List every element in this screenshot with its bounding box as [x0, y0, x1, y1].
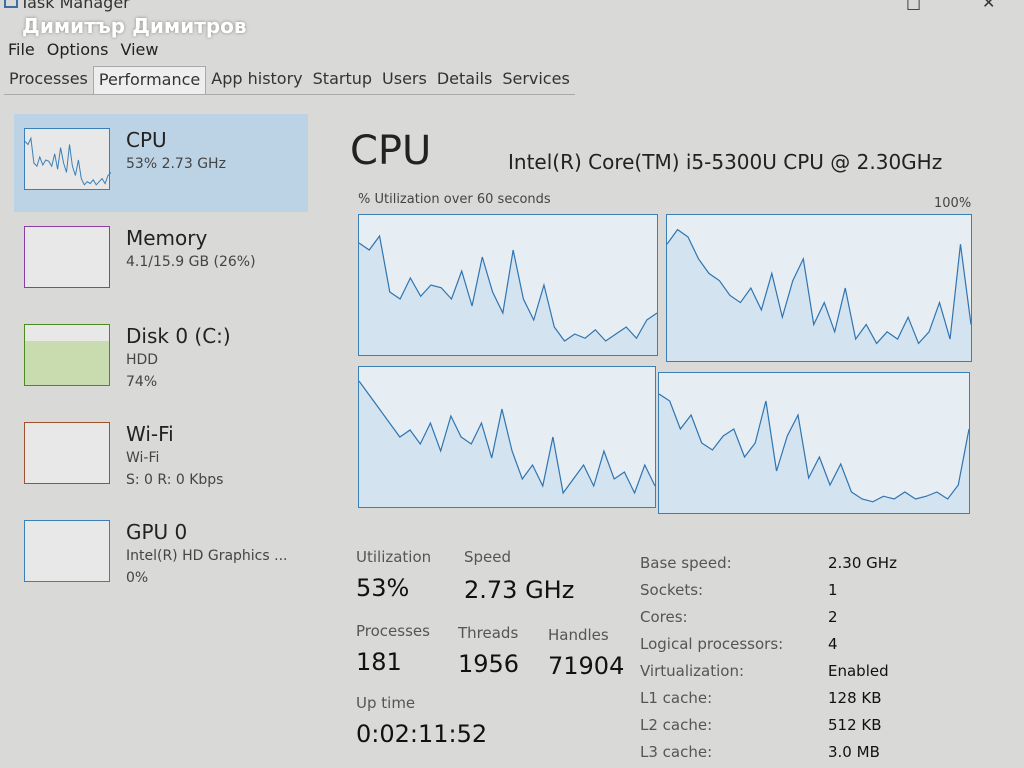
sidebar-item-name: Wi-Fi — [126, 422, 174, 446]
sidebar-thumbnail-graph — [24, 520, 110, 582]
detail-label: L2 cache: — [640, 716, 713, 734]
detail-value: 2 — [828, 608, 838, 626]
core-3-line — [658, 393, 970, 503]
sidebar-item-disk[interactable]: Disk 0 (C:) HDD 74% — [14, 310, 308, 408]
uptime-value: 0:02:11:52 — [356, 720, 488, 748]
core-2-line — [358, 380, 656, 495]
sidebar-item-gpu[interactable]: GPU 0 Intel(R) HD Graphics ... 0% — [14, 506, 308, 604]
core-1-line — [666, 228, 972, 345]
utilization-label: Utilization — [356, 548, 432, 566]
core-graph-1 — [666, 214, 972, 362]
detail-value: 512 KB — [828, 716, 882, 734]
maximize-button[interactable]: □ — [906, 0, 922, 12]
sidebar-item-name: CPU — [126, 128, 167, 152]
sidebar-item-detail: 53% 2.73 GHz — [126, 156, 226, 172]
detail-value: 1 — [828, 581, 838, 599]
detail-value: Enabled — [828, 662, 889, 680]
processes-label: Processes — [356, 622, 430, 640]
handles-value: 71904 — [548, 652, 625, 680]
sidebar-item-detail: 4.1/15.9 GB (26%) — [126, 254, 256, 270]
tab-performance[interactable]: Performance — [92, 66, 207, 94]
detail-label: Logical processors: — [640, 635, 784, 653]
detail-value: 128 KB — [828, 689, 882, 707]
uptime-label: Up time — [356, 694, 416, 712]
resource-sidebar: CPU 53% 2.73 GHz Memory 4.1/15.9 GB (26%) Di… — [14, 114, 308, 604]
graph-max: 100% — [934, 196, 972, 211]
core-0-area — [359, 236, 657, 355]
detail-label: L1 cache: — [640, 689, 713, 707]
tab-users[interactable]: Users — [382, 69, 427, 88]
watermark: Димитър Димитров — [22, 14, 247, 38]
window-title: Task Manager — [20, 0, 130, 12]
sidebar-thumbnail-graph — [24, 422, 110, 484]
detail-label: Sockets: — [640, 581, 704, 599]
sidebar-thumbnail-graph — [24, 226, 110, 288]
tab-details[interactable]: Details — [436, 69, 493, 88]
sidebar-item-cpu[interactable]: CPU 53% 2.73 GHz — [14, 114, 308, 212]
sidebar-item-name: Memory — [126, 226, 208, 250]
detail-value: 3.0 MB — [828, 743, 880, 761]
menu-options[interactable]: Options — [46, 40, 109, 59]
sidebar-item-detail: HDD — [126, 352, 159, 368]
menu-view[interactable]: View — [120, 40, 159, 59]
close-button[interactable]: ✕ — [982, 0, 996, 12]
core-3-area — [659, 394, 969, 513]
page-title: CPU — [350, 128, 432, 174]
sidebar-item-detail: Intel(R) HD Graphics ... — [126, 548, 288, 564]
processes-value: 181 — [356, 648, 402, 676]
graph-caption: % Utilization over 60 seconds — [358, 192, 551, 207]
cpu-thumb-line — [24, 136, 112, 186]
tab-services[interactable]: Services — [502, 69, 570, 88]
threads-label: Threads — [458, 624, 519, 642]
handles-label: Handles — [548, 626, 609, 644]
detail-value: 2.30 GHz — [828, 554, 897, 572]
tab-startup[interactable]: Startup — [312, 69, 373, 88]
detail-value: 4 — [828, 635, 838, 653]
tab-bar: Processes Performance App history Startu… — [4, 66, 575, 95]
task-manager-icon — [4, 0, 18, 8]
sidebar-item-memory[interactable]: Memory 4.1/15.9 GB (26%) — [14, 212, 308, 310]
detail-label: L3 cache: — [640, 743, 713, 761]
sidebar-item-wifi[interactable]: Wi-Fi Wi-Fi S: 0 R: 0 Kbps — [14, 408, 308, 506]
sidebar-item-detail: 0% — [126, 570, 149, 586]
detail-label: Base speed: — [640, 554, 732, 572]
sidebar-item-name: Disk 0 (C:) — [126, 324, 231, 348]
speed-label: Speed — [464, 548, 512, 566]
detail-label: Virtualization: — [640, 662, 745, 680]
cpu-model: Intel(R) Core(TM) i5-5300U CPU @ 2.30GHz — [508, 150, 943, 174]
core-1-area — [667, 229, 971, 361]
utilization-value: 53% — [356, 574, 410, 602]
sidebar-item-detail: S: 0 R: 0 Kbps — [126, 472, 224, 488]
menu-bar: File Options View — [8, 40, 158, 60]
sidebar-thumbnail-graph — [24, 128, 112, 190]
tab-processes[interactable]: Processes — [9, 69, 88, 88]
core-0-line — [358, 234, 658, 342]
sidebar-item-detail: Wi-Fi — [126, 450, 160, 466]
core-2-area — [359, 381, 655, 507]
disk-activity-fill — [25, 340, 109, 385]
core-graph-0 — [358, 214, 658, 356]
threads-value: 1956 — [458, 650, 520, 678]
core-graph-3 — [658, 372, 970, 514]
sidebar-thumbnail-graph — [24, 324, 110, 386]
core-graph-2 — [358, 366, 656, 508]
detail-label: Cores: — [640, 608, 688, 626]
sidebar-item-detail: 74% — [126, 374, 158, 390]
sidebar-item-name: GPU 0 — [126, 520, 188, 544]
menu-file[interactable]: File — [8, 40, 35, 59]
tab-app-history[interactable]: App history — [211, 69, 303, 88]
speed-value: 2.73 GHz — [464, 576, 575, 604]
